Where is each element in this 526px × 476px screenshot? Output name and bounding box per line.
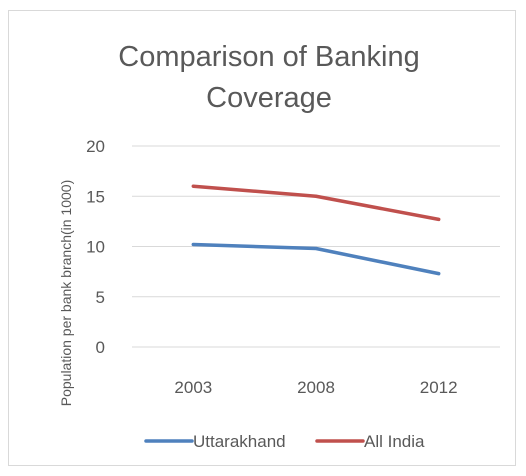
y-tick-label: 5 — [96, 288, 105, 307]
data-point — [191, 242, 195, 246]
legend: Uttarakhand All India — [144, 432, 425, 451]
x-axis-ticks: 2003 2008 2012 — [174, 378, 457, 397]
gridlines — [132, 145, 500, 348]
chart-title-line-2: Coverage — [206, 82, 332, 114]
y-axis-label: Population per bank branch(in 1000) — [58, 180, 74, 407]
y-tick-label: 15 — [86, 187, 105, 206]
legend-label-all-india: All India — [364, 432, 425, 451]
series-lines — [191, 184, 441, 276]
x-tick-label: 2008 — [297, 378, 335, 397]
y-axis-ticks: 0 5 10 15 20 — [86, 137, 105, 357]
data-point — [437, 272, 441, 276]
y-tick-label: 0 — [96, 338, 105, 357]
y-tick-label: 20 — [86, 137, 105, 156]
chart-frame — [8, 10, 516, 466]
legend-label-uttarakhand: Uttarakhand — [193, 432, 286, 451]
data-point — [314, 247, 318, 251]
data-point — [437, 217, 441, 221]
x-tick-label: 2012 — [420, 378, 458, 397]
data-point — [191, 184, 195, 188]
x-tick-label: 2003 — [174, 378, 212, 397]
chart-title-line-1: Comparison of Banking — [118, 41, 419, 73]
y-tick-label: 10 — [86, 238, 105, 257]
data-point — [314, 194, 318, 198]
series-line-all-india — [191, 184, 441, 222]
